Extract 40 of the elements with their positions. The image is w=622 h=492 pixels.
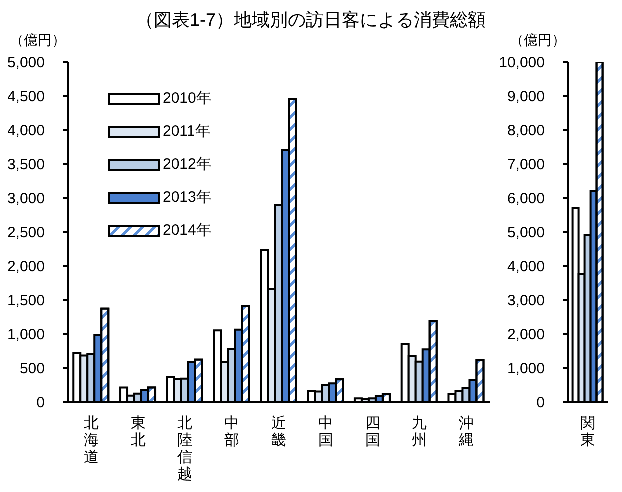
y-tick-label: 0 (536, 394, 545, 412)
y-tick-label: 5,000 (7, 54, 45, 72)
y-tick-label: 10,000 (499, 54, 545, 72)
chart-title: （図表1-7）地域別の訪日客による消費総額 (134, 9, 487, 32)
x-tick-label: 北陸信越 (178, 415, 193, 483)
x-tick-label: 四国 (365, 415, 380, 449)
y-tick-label: 2,000 (7, 258, 45, 276)
y-tick-label: 5,000 (507, 224, 545, 242)
legend-label: 2014年 (163, 221, 212, 240)
x-tick-label: 中部 (224, 415, 240, 449)
y-tick-label: 3,500 (7, 156, 45, 174)
x-tick-label: 北海道 (84, 415, 99, 466)
x-tick-label: 九州 (412, 415, 428, 449)
y-tick-label: 9,000 (507, 88, 545, 106)
y-tick-label: 6,000 (507, 190, 545, 208)
y-axis-title: （億円） (509, 32, 567, 50)
y-tick-label: 2,000 (507, 326, 545, 344)
legend-label: 2010年 (163, 89, 212, 108)
y-tick-label: 4,000 (7, 122, 45, 140)
y-tick-label: 3,000 (507, 292, 545, 310)
legend-label: 2012年 (163, 155, 212, 174)
legend-label: 2011年 (163, 122, 210, 141)
y-tick-label: 8,000 (507, 122, 545, 140)
x-tick-label: 関東 (580, 415, 596, 449)
y-tick-label: 7,000 (507, 156, 545, 174)
y-tick-label: 1,000 (7, 326, 45, 344)
legend-label: 2013年 (163, 188, 212, 207)
x-tick-label: 東北 (130, 415, 146, 449)
x-tick-label: 沖縄 (458, 415, 474, 449)
y-tick-label: 2,500 (7, 224, 45, 242)
y-tick-label: 500 (20, 360, 45, 378)
y-tick-label: 0 (36, 394, 45, 412)
y-tick-label: 4,500 (7, 88, 45, 106)
y-tick-label: 1,000 (507, 360, 545, 378)
y-axis-title: （億円） (9, 32, 67, 50)
y-tick-label: 3,000 (7, 190, 45, 208)
y-tick-label: 4,000 (507, 258, 545, 276)
x-tick-label: 中国 (318, 415, 334, 449)
y-tick-label: 1,500 (7, 292, 45, 310)
x-tick-label: 近畿 (272, 415, 286, 449)
